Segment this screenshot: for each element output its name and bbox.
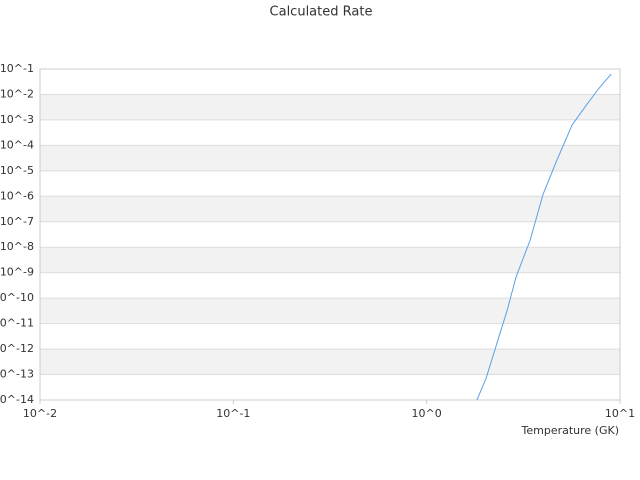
y-tick-label: 10^-11	[0, 317, 34, 330]
y-tick-label: 10^-10	[0, 291, 34, 304]
line-series	[476, 73, 612, 401]
y-tick-label: 10^-9	[0, 266, 34, 279]
y-tick-label: 10^-13	[0, 368, 34, 381]
y-tick-label: 10^-12	[0, 342, 34, 355]
y-tick-label: 10^-3	[0, 113, 34, 126]
y-tick-label: 10^-2	[0, 87, 34, 100]
y-tick-label: 10^-4	[0, 138, 34, 151]
x-tick-label: 10^-1	[216, 407, 250, 420]
x-tick-label: 10^-2	[23, 407, 57, 420]
y-tick-label: 10^-1	[0, 62, 34, 75]
grid-band	[40, 196, 620, 222]
grid-band	[40, 145, 620, 171]
chart-title: Calculated Rate	[270, 5, 373, 20]
plot-border	[39, 68, 621, 401]
x-axis-label: Temperature (GK)	[521, 424, 620, 437]
y-tick-label: 10^-14	[0, 393, 34, 406]
y-tick-label: 10^-5	[0, 164, 34, 177]
y-tick-label: 10^-7	[0, 215, 34, 228]
grid-band	[40, 298, 620, 324]
grid-band	[40, 247, 620, 273]
x-tick-label: 10^0	[412, 407, 442, 420]
y-tick-label: 10^-6	[0, 189, 34, 202]
x-tick-label: 10^1	[605, 407, 635, 420]
grid-band	[40, 94, 620, 120]
grid-band	[40, 349, 620, 375]
y-tick-label: 10^-8	[0, 240, 34, 253]
